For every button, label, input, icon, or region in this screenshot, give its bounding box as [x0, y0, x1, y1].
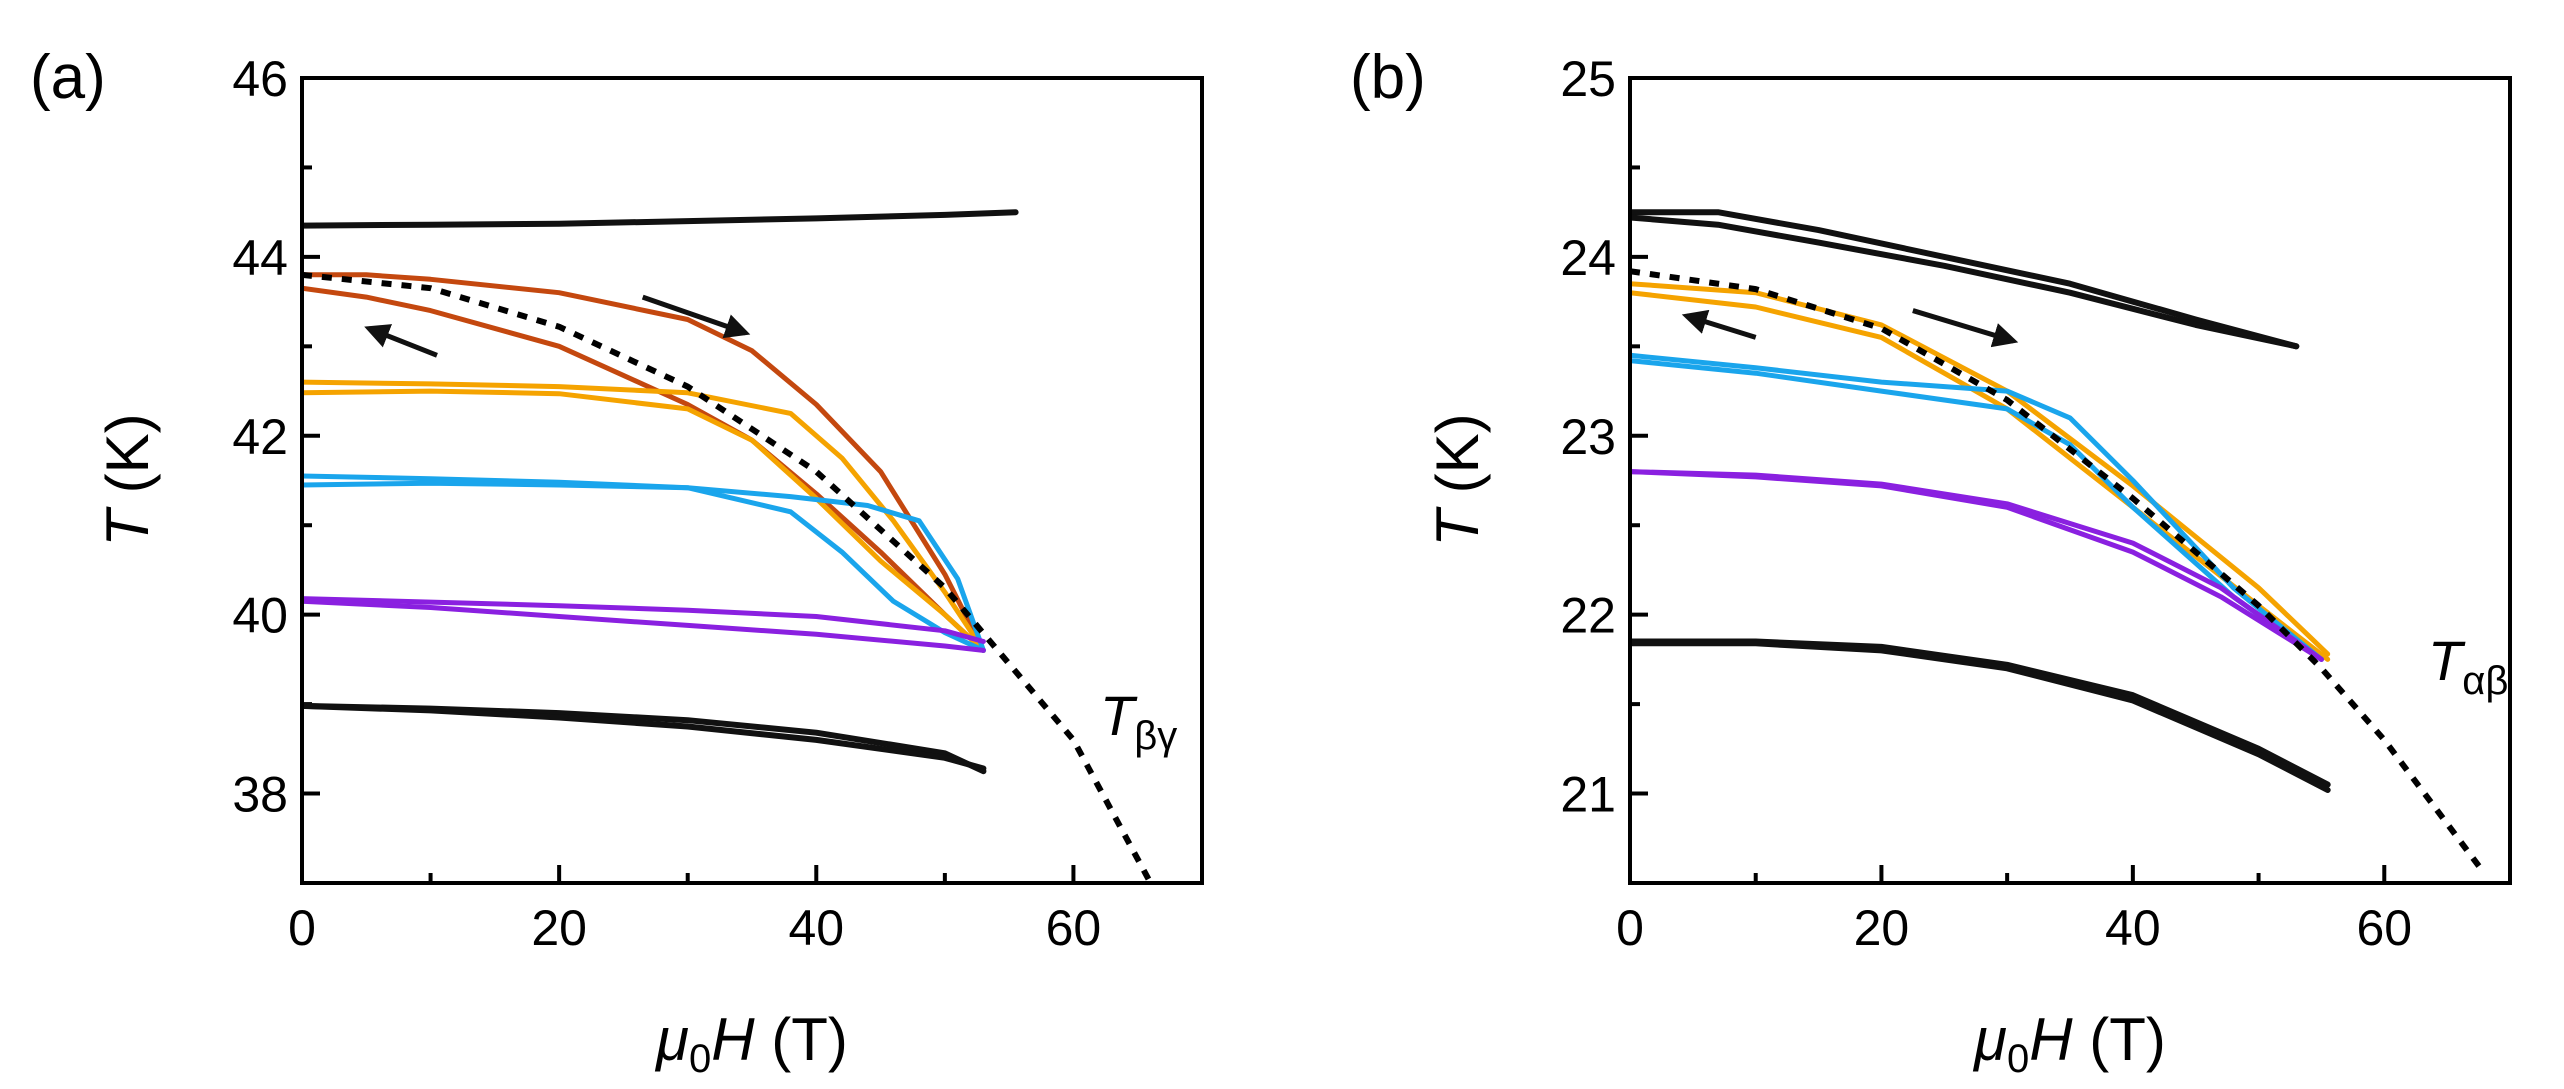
panel-b-x-tick-label: 0 [1616, 900, 1644, 956]
panel-a: (a) 0 20 40 60 38 40 42 44 46 T (K) μ0H (T) Tβγ [30, 43, 1204, 1081]
panel-b-annotation: Tαβ [2428, 629, 2508, 703]
panel-a-series-orange [302, 388, 986, 653]
panel-a-x-tick-label: 60 [1046, 900, 1102, 956]
panel-a-series-black [302, 209, 1019, 229]
panel-b-y-tick-label: 22 [1560, 588, 1616, 644]
panel-b-x-tick-label: 40 [2105, 900, 2161, 956]
panel-b-y-tick-label: 24 [1560, 230, 1616, 286]
panel-a-x-axis-label: μ0H (T) [654, 1006, 848, 1081]
panel-b-y-tick-label: 25 [1560, 51, 1616, 107]
panel-a-series-group [302, 209, 1154, 883]
panel-b-series-blue [1630, 352, 2324, 662]
panel-b-series-group [1630, 209, 2488, 876]
panel-a-y-tick-label: 46 [232, 51, 288, 107]
panel-b-plot-area: 0 20 40 60 21 22 23 24 25 [1560, 51, 2488, 956]
panel-a-x-tick-label: 20 [531, 900, 587, 956]
panel-a-x-tick-label: 40 [788, 900, 844, 956]
panel-a-y-tick-label: 40 [232, 588, 288, 644]
panel-a-annotation: Tβγ [1100, 684, 1177, 758]
panel-a-phase-boundary [302, 271, 1154, 883]
panel-b-series-black [1630, 214, 2300, 350]
panel-b-sweep-arrow [1912, 308, 2019, 348]
panel-a-y-axis-label: T (K) [94, 413, 161, 546]
panel-a-sweep-arrow [641, 294, 751, 339]
panel-a-sweep-arrow [364, 324, 438, 358]
panel-b-series-black [1630, 209, 2300, 350]
panel-a-series-black [302, 702, 987, 775]
panel-b-x-tick-label: 60 [2356, 900, 2412, 956]
panel-b-phase-boundary [1630, 268, 2488, 876]
panel-b-series-purple [1630, 469, 2324, 662]
panel-a-y-tick-label: 44 [232, 230, 288, 286]
panel-a-y-tick-label: 42 [232, 409, 288, 465]
panel-a-series-purple [302, 598, 986, 653]
panel-b-label: (b) [1350, 43, 1426, 112]
panel-b-sweep-arrow [1681, 309, 1757, 340]
panel-b-series-black [1630, 640, 2331, 793]
panel-a-series-blue [302, 473, 986, 653]
panel-b-y-tick-label: 23 [1560, 409, 1616, 465]
panel-b-y-tick-label: 21 [1560, 767, 1616, 823]
panel-a-x-tick-label: 0 [288, 900, 316, 956]
panel-a-label: (a) [30, 43, 106, 112]
panel-a-series-purple [302, 596, 986, 644]
panel-a-series-red [302, 272, 986, 653]
panel-b-series-blue [1630, 358, 2324, 662]
panel-a-y-tick-label: 38 [232, 767, 288, 823]
panel-b-x-axis-label: μ0H (T) [1972, 1006, 2166, 1081]
panel-b-x-tick-label: 20 [1854, 900, 1910, 956]
panel-b-frame [1628, 76, 2512, 885]
panel-b-y-axis-label: T (K) [1424, 413, 1491, 546]
panel-a-series-black [302, 702, 987, 772]
panel-a-plot-area: 0 20 40 60 38 40 42 44 46 [232, 51, 1154, 956]
panel-b: (b) 0 20 40 60 21 22 23 24 25 T (K) μ0H (T) Tαβ [1350, 43, 2512, 1081]
panel-a-series-blue [302, 480, 986, 653]
panel-a-frame [300, 76, 1204, 885]
